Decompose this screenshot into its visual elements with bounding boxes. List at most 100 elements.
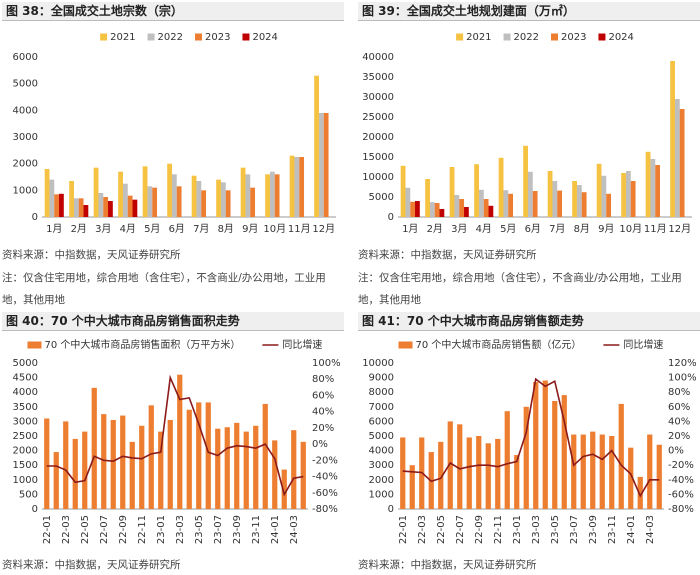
- legend-label: 2024: [252, 32, 277, 43]
- x-tick-label: 12月: [668, 223, 691, 235]
- x-tick-label: 24-01: [626, 515, 637, 544]
- legend: 2021 2022 2023 2024: [100, 32, 278, 43]
- bar: [674, 99, 680, 217]
- bar: [83, 205, 89, 217]
- bar: [601, 175, 607, 217]
- x-tick-label: 6月: [525, 223, 541, 235]
- y2-tick-label: -20%: [668, 460, 694, 471]
- bar: [224, 427, 230, 509]
- legend-marker: [27, 341, 42, 349]
- y-tick-label: 4500: [13, 373, 38, 384]
- y-tick-label: 5000: [13, 358, 38, 369]
- legend: 70 个中大城市商品房销售额（亿元） 同比增速: [398, 338, 663, 351]
- bar: [630, 181, 636, 217]
- bar: [54, 194, 60, 217]
- bar: [503, 190, 509, 217]
- note: 注：仅含住宅用地，综合用地（含住宅），不含商业/办公用地，工业用地，其他用地: [358, 272, 682, 306]
- x-tick-label: 4月: [120, 223, 136, 235]
- bar: [148, 405, 154, 509]
- bar: [294, 157, 300, 217]
- bar: [191, 175, 197, 217]
- bar: [533, 381, 539, 509]
- legend-label: 同比增速: [623, 338, 663, 351]
- bar: [410, 201, 416, 217]
- x-tick-label: 9月: [598, 223, 614, 235]
- bar: [609, 436, 615, 509]
- legend-label: 2023: [561, 32, 586, 43]
- bar: [110, 419, 116, 509]
- bar: [234, 422, 240, 509]
- y2-tick-label: 80%: [668, 387, 690, 398]
- y-tick-label: 2000: [13, 159, 38, 170]
- y-tick-label: 20000: [362, 132, 394, 143]
- legend-label: 2022: [158, 32, 183, 43]
- bar: [439, 209, 445, 217]
- bar: [485, 443, 491, 509]
- y-tick-label: 3000: [369, 460, 394, 471]
- bar: [590, 431, 596, 509]
- bar: [547, 171, 553, 217]
- bar: [167, 419, 173, 509]
- bar: [532, 191, 538, 217]
- legend-marker: [503, 33, 511, 41]
- y2-tick-label: -40%: [312, 472, 338, 483]
- bar: [415, 201, 420, 217]
- x-tick-label: 22-09: [474, 515, 485, 544]
- y2-tick-label: -40%: [668, 475, 694, 486]
- y2-tick-label: 0%: [668, 446, 684, 457]
- legend-label: 2021: [466, 32, 491, 43]
- bar: [73, 198, 79, 217]
- x-tick-label: 23-03: [531, 515, 542, 544]
- legend-marker: [242, 33, 250, 41]
- x-tick-label: 23-11: [607, 515, 618, 544]
- y2-tick-label: 100%: [312, 358, 341, 369]
- x-tick-label: 22-09: [118, 515, 129, 544]
- bar: [650, 159, 656, 217]
- panel: 图 39：全国成交土地规划建面（万㎡） 0 5000 10000 15000 20000…: [358, 2, 700, 311]
- x-tick-label: 24-03: [289, 515, 300, 544]
- y2-tick-label: -20%: [312, 455, 338, 466]
- y2-tick-label: 20%: [312, 423, 334, 434]
- chart-title: 图 39：全国成交土地规划建面（万㎡）: [358, 2, 700, 21]
- bar: [215, 428, 221, 509]
- y-tick-label: 6000: [369, 416, 394, 427]
- x-tick-label: 22-05: [436, 515, 447, 544]
- legend-marker: [195, 33, 203, 41]
- bar: [272, 440, 278, 509]
- bar: [434, 203, 440, 217]
- x-tick-label: 8月: [218, 223, 234, 235]
- x-tick-label: 3月: [451, 223, 467, 235]
- x-tick-label: 10月: [619, 223, 642, 235]
- y-tick-label: 500: [19, 489, 38, 500]
- bar: [474, 164, 479, 217]
- bar: [82, 431, 88, 509]
- bar: [196, 402, 202, 509]
- y-tick-label: 5000: [13, 79, 38, 90]
- bar: [459, 199, 465, 217]
- legend-marker: [598, 33, 606, 41]
- y-tick-label: 5000: [369, 192, 394, 203]
- x-tick-label: 22-03: [417, 515, 428, 544]
- y-tick-label: 3000: [13, 416, 38, 427]
- bar: [139, 425, 145, 509]
- x-tick-label: 8月: [574, 223, 590, 235]
- y-tick-label: 1000: [13, 475, 38, 486]
- legend-label: 2024: [608, 32, 633, 43]
- bar: [72, 438, 78, 509]
- bar: [220, 182, 226, 217]
- bar: [274, 174, 280, 217]
- legend-marker: [551, 33, 559, 41]
- bar: [250, 187, 256, 217]
- y-tick-label: 10000: [362, 172, 394, 183]
- chart-title: 图 40：70 个中大城市商品房销售面积走势: [2, 312, 344, 331]
- y-tick-label: 7000: [369, 402, 394, 413]
- bar: [580, 434, 586, 509]
- line-series: [402, 377, 660, 498]
- bar: [466, 437, 472, 509]
- bar: [127, 195, 133, 217]
- bar: [464, 207, 469, 217]
- x-tick-label: 9月: [242, 223, 258, 235]
- x-tick-label: 24-01: [270, 515, 281, 544]
- bar: [253, 425, 259, 509]
- bar: [508, 193, 514, 217]
